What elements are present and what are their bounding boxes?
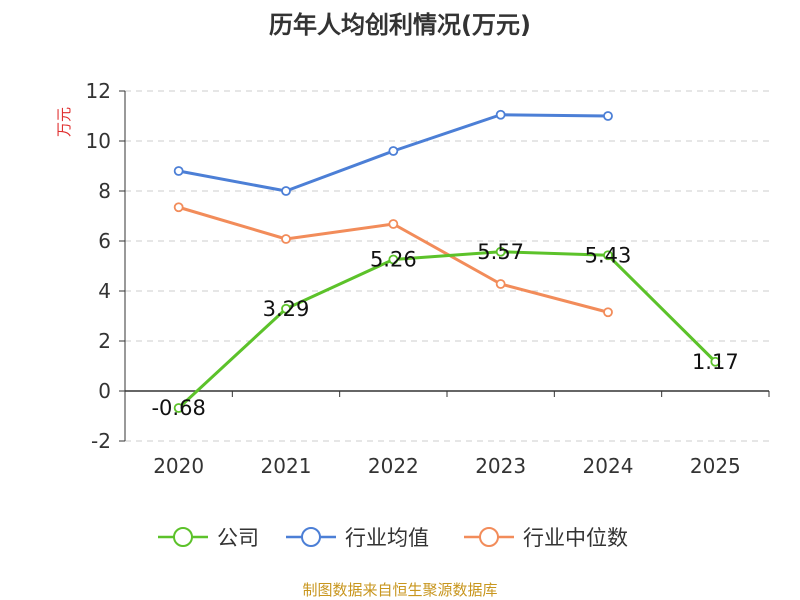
y-tick-label: -2 [91,429,111,453]
legend-item-0[interactable]: 公司 [158,526,259,550]
x-tick-label: 2024 [583,454,634,478]
legend-item-2[interactable]: 行业中位数 [464,526,628,550]
x-tick-label: 2022 [368,454,419,478]
legend-marker [301,527,321,547]
data-point[interactable] [603,307,613,318]
y-tick-label: 12 [86,79,111,103]
data-point[interactable] [603,250,613,261]
data-point[interactable] [388,219,399,229]
data-label: 5.26 [370,248,417,272]
series-line [177,250,717,410]
data-label: -0.68 [151,396,205,420]
legend-item-1[interactable]: 行业均值 [286,526,429,550]
data-point[interactable] [173,166,184,176]
series-1 [173,109,613,196]
source-note: 制图数据来自恒生聚源数据库 [302,581,497,599]
series-0 [173,246,721,413]
y-tick-label: 8 [98,179,111,203]
y-tick-label: 4 [98,279,111,303]
data-point[interactable] [281,303,291,314]
legend-label: 公司 [217,526,259,550]
legend-label: 行业中位数 [523,526,628,550]
y-axis-label: 万元 [55,107,73,137]
data-label: 5.57 [477,240,524,264]
data-point[interactable] [281,186,291,196]
data-point[interactable] [173,202,184,213]
data-point[interactable] [281,234,291,244]
data-point[interactable] [495,279,506,289]
data-point[interactable] [495,109,506,120]
x-tick-label: 2021 [261,454,312,478]
data-point[interactable] [173,403,184,413]
data-point[interactable] [388,254,399,265]
y-tick-label: 10 [86,129,111,153]
data-label: 5.43 [585,243,632,267]
data-point[interactable] [388,146,399,156]
data-point[interactable] [495,246,506,257]
data-label: 1.17 [692,350,739,374]
y-tick-label: 6 [98,229,111,253]
axes: -2 0 2 4 6 8 10 12 2020 2021 2022 2023 2024 2025 [86,79,770,478]
y-tick-label: 0 [98,379,111,403]
legend[interactable]: 公司 行业均值 行业中位数 [158,526,628,550]
series-layer [173,109,721,413]
x-tick-label: 2020 [153,454,204,478]
legend-marker [173,527,193,547]
x-tick-label: 2025 [690,454,741,478]
grid [125,90,769,442]
data-point[interactable] [710,356,721,367]
legend-marker [479,527,499,547]
data-label: 3.29 [263,297,310,321]
data-labels: -0.68 3.29 5.26 5.57 5.43 1.17 [151,240,738,420]
y-tick-label: 2 [98,329,111,353]
data-point[interactable] [603,111,613,121]
series-2 [173,202,613,318]
chart-title: 历年人均创利情况(万元) [269,11,531,39]
x-tick-label: 2023 [475,454,526,478]
legend-label: 行业均值 [345,526,429,550]
